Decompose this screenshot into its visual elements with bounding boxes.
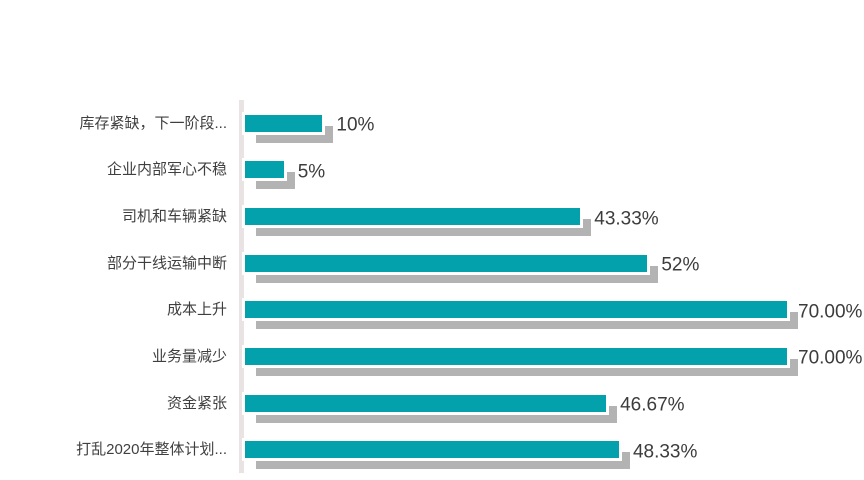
category-label: 库存紧缺，下一阶段... (79, 114, 227, 132)
category-label: 业务量减少 (151, 347, 227, 365)
value-label: 43.33% (594, 208, 659, 230)
value-label: 5% (297, 161, 326, 183)
category-label: 司机和车辆紧缺 (121, 208, 227, 226)
y-axis-line (239, 100, 244, 473)
chart-row: 打乱2020年整体计划... 48.33% (0, 426, 864, 473)
category-label: 资金紧张 (166, 394, 227, 412)
category-label: 企业内部军心不稳 (106, 161, 227, 179)
value-label: 10% (336, 114, 375, 136)
plot-area: 70.00% (245, 301, 864, 330)
plot-area: 48.33% (245, 441, 864, 470)
value-label: 70.00% (798, 301, 863, 323)
plot-area: 52% (245, 254, 864, 283)
bar (245, 161, 284, 179)
bar (245, 441, 619, 459)
chart-row: 业务量减少 70.00% (0, 333, 864, 380)
plot-area: 10% (245, 114, 864, 143)
chart-row: 库存紧缺，下一阶段... 10% (0, 100, 864, 147)
plot-area: 70.00% (245, 347, 864, 376)
bar (245, 254, 648, 272)
plot-area: 43.33% (245, 208, 864, 237)
value-label: 52% (661, 254, 700, 276)
bar (245, 208, 581, 226)
bar (245, 347, 787, 365)
plot-area: 5% (245, 161, 864, 190)
chart-row: 司机和车辆紧缺 43.33% (0, 193, 864, 240)
category-label: 打乱2020年整体计划... (76, 441, 227, 459)
bar-rows: 库存紧缺，下一阶段... 10% 企业内部军心不稳 5% 司机和车辆紧缺 43.33% 部分… (0, 100, 864, 473)
bar (245, 114, 323, 132)
value-label: 70.00% (798, 347, 863, 369)
chart-row: 资金紧张 46.67% (0, 380, 864, 427)
category-label: 部分干线运输中断 (106, 254, 227, 272)
chart-row: 成本上升 70.00% (0, 287, 864, 334)
chart-row: 部分干线运输中断 52% (0, 240, 864, 287)
value-label: 48.33% (632, 441, 698, 463)
value-label: 46.67% (620, 394, 685, 416)
bar (245, 301, 787, 319)
bar (245, 394, 607, 412)
chart-row: 企业内部军心不稳 5% (0, 147, 864, 194)
plot-area: 46.67% (245, 394, 864, 423)
category-label: 成本上升 (166, 301, 227, 319)
